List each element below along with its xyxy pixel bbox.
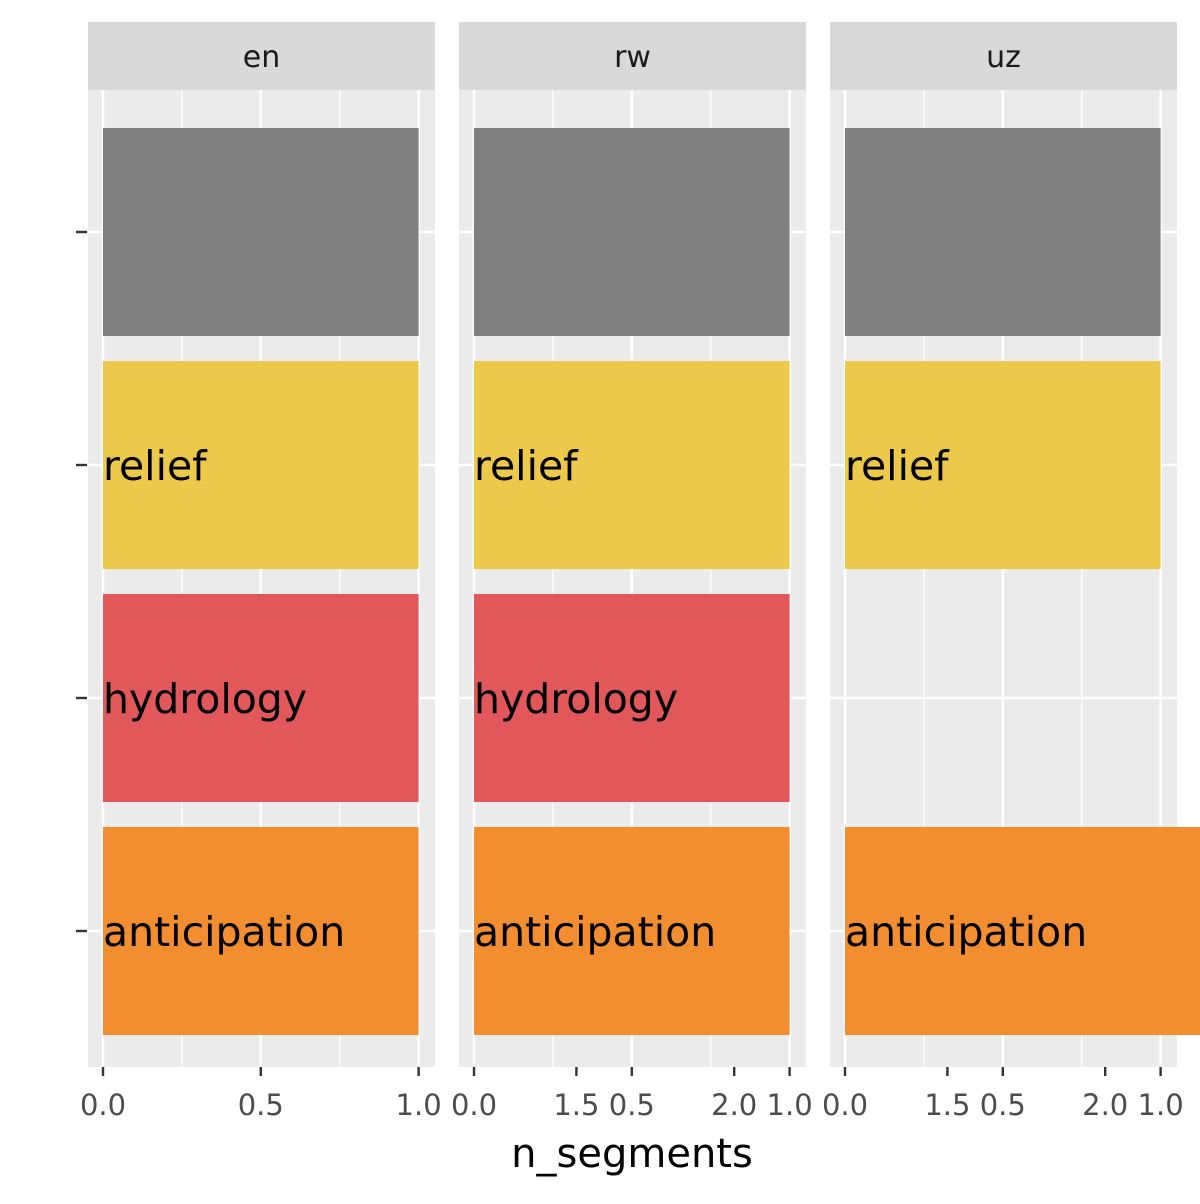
- x-tick-label: 2.0: [1082, 1088, 1128, 1122]
- x-tick-label: 1.0: [1138, 1088, 1184, 1122]
- x-tick-label: 1.0: [767, 1088, 813, 1122]
- x-tick-label: 0.0: [451, 1088, 497, 1122]
- bar-relief: [103, 361, 419, 569]
- bar-label: relief: [845, 442, 950, 490]
- x-tick-label: 0.5: [980, 1088, 1026, 1122]
- facet-strip: [459, 22, 806, 90]
- x-axis-title: n_segments: [511, 1131, 753, 1177]
- bar-label: relief: [103, 442, 208, 490]
- x-tick-label: 1.0: [396, 1088, 442, 1122]
- bar-anticipation: [474, 827, 790, 1035]
- facet-strip-label: en: [243, 40, 280, 75]
- bar-label: hydrology: [103, 675, 307, 723]
- x-tick-label: 0.5: [238, 1088, 284, 1122]
- bar-blank: [474, 128, 790, 336]
- facet-panel-en: en relief hydrology anticipation 0.0 0.5 1.0 1.…: [80, 22, 757, 1122]
- bar-label: hydrology: [474, 675, 678, 723]
- bar-relief: [845, 361, 1161, 569]
- bar-label: relief: [474, 442, 579, 490]
- facet-strip-label: rw: [614, 40, 651, 75]
- bar-anticipation: [103, 827, 419, 1035]
- bar-relief: [474, 361, 790, 569]
- x-tick-label: 2.0: [711, 1088, 757, 1122]
- bar-hydrology: [103, 594, 419, 802]
- bar-hydrology: [474, 594, 790, 802]
- x-tick-label: 1.5: [553, 1088, 599, 1122]
- facet-panel-uz: uz relief anticipation 0.0 0.5 1.0 1.5 2.0: [822, 22, 1200, 1122]
- facet-strip-label: uz: [986, 40, 1021, 75]
- bar-label: anticipation: [474, 908, 716, 956]
- x-tick-label: 1.5: [924, 1088, 970, 1122]
- facet-strip: [88, 22, 435, 90]
- x-tick-label: 0.0: [822, 1088, 868, 1122]
- x-tick-label: 0.5: [609, 1088, 655, 1122]
- bar-blank: [103, 128, 419, 336]
- bar-blank: [845, 128, 1161, 336]
- bar-label: anticipation: [103, 908, 345, 956]
- bar-label: anticipation: [845, 908, 1087, 956]
- x-tick-label: 0.0: [80, 1088, 126, 1122]
- facet-strip: [830, 22, 1177, 90]
- facet-panel-rw: rw relief hydrology anticipation 0.0 0.5 1.0 1.…: [451, 22, 1128, 1122]
- bar-anticipation: [845, 827, 1200, 1035]
